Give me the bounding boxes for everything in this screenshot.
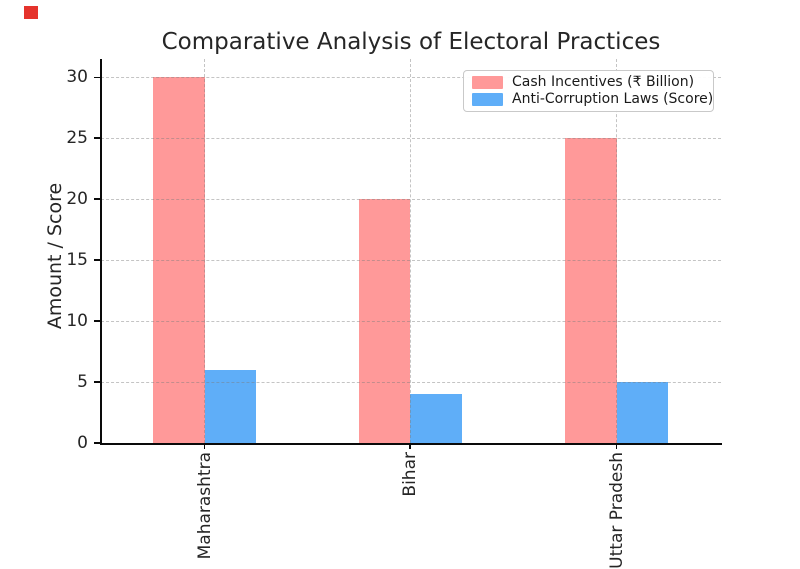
y-axis-spine (99, 59, 102, 445)
bar-anti-corruption-laws-uttar-pradesh (616, 382, 668, 443)
x-tick-label-bihar: Bihar (400, 452, 420, 497)
legend-item-anti-corruption: Anti-Corruption Laws (Score) (472, 91, 713, 108)
gridline-y-30 (101, 77, 721, 79)
legend-swatch-anti-corruption (472, 93, 503, 106)
bar-anti-corruption-laws-maharashtra (204, 369, 256, 443)
gridline-x-bihar (409, 59, 411, 443)
x-tick-label-maharashtra: Maharashtra (194, 452, 215, 560)
y-tickmark-5 (94, 381, 100, 383)
x-tick-label-uttar-pradesh: Uttar Pradesh (606, 452, 627, 569)
bar-cash-incentives-bihar (358, 199, 410, 443)
bar-cash-incentives-uttar-pradesh (565, 138, 617, 443)
gridline-x-uttar-pradesh (616, 59, 617, 443)
chart-title: Comparative Analysis of Electoral Practi… (161, 29, 661, 55)
legend-swatch-cash-incentives (472, 76, 503, 89)
gridline-y-15 (101, 260, 721, 262)
gridline-y-20 (101, 199, 721, 201)
gridline-y-10 (101, 321, 721, 323)
y-tick-label-15: 15 (66, 250, 88, 271)
y-tick-label-0: 0 (77, 433, 88, 453)
legend-item-cash-incentives: Cash Incentives (₹ Billion) (472, 74, 705, 91)
x-tickmark-uttar-pradesh (615, 443, 618, 449)
gridline-y-25 (101, 138, 721, 140)
y-tickmark-15 (94, 259, 100, 261)
y-tickmark-0 (94, 442, 100, 444)
y-tick-label-30: 30 (66, 67, 88, 88)
y-tickmark-25 (94, 137, 100, 139)
y-tickmark-10 (94, 320, 100, 322)
y-tickmark-30 (94, 76, 100, 79)
y-tick-label-20: 20 (66, 189, 88, 210)
bar-cash-incentives-maharashtra (153, 77, 205, 443)
y-tickmark-20 (94, 198, 100, 200)
y-tick-label-10: 10 (66, 311, 88, 332)
red-square-marker (24, 6, 38, 19)
y-tick-label-25: 25 (66, 128, 88, 149)
legend-label-anti-corruption: Anti-Corruption Laws (Score) (512, 91, 714, 107)
legend-label-cash-incentives: Cash Incentives (₹ Billion) (512, 74, 695, 90)
chart-figure: Comparative Analysis of Electoral Practi… (24, 6, 722, 569)
x-tickmark-maharashtra (203, 443, 206, 449)
gridline-x-maharashtra (204, 59, 205, 443)
x-tickmark-bihar (409, 443, 411, 449)
bar-anti-corruption-laws-bihar (410, 394, 462, 443)
legend: Cash Incentives (₹ Billion) Anti-Corrupt… (463, 70, 714, 112)
y-tick-label-5: 5 (77, 372, 88, 393)
gridline-y-5 (101, 382, 721, 384)
